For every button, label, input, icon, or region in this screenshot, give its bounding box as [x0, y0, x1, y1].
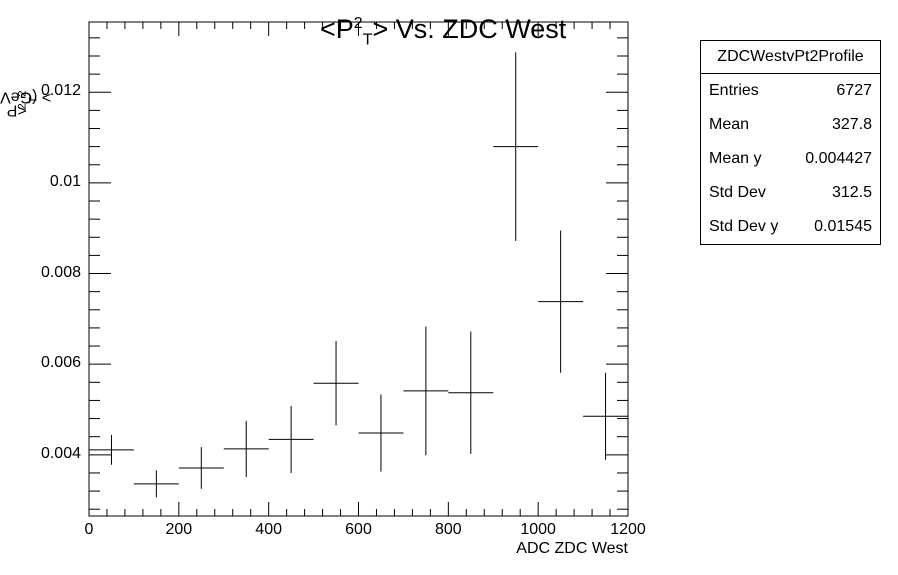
x-tick-label: 0 — [84, 521, 94, 538]
x-tick-label: 400 — [255, 521, 282, 538]
data-point — [583, 372, 628, 460]
y-tick-label: 0.012 — [40, 82, 81, 100]
stats-row-std-dev: Std Dev 312.5 — [709, 184, 872, 201]
axis-ticks — [88, 22, 629, 516]
y-tick-label: 0.006 — [40, 354, 81, 372]
stats-row-mean-y: Mean y 0.004427 — [709, 150, 872, 167]
data-point — [448, 331, 494, 454]
x-tick-label: 1000 — [520, 521, 556, 538]
x-tick-label: 1200 — [610, 521, 646, 538]
x-tick-label: 600 — [345, 521, 372, 538]
stats-box: ZDCWestvPt2Profile Entries 6727 Mean 327.8… — [700, 40, 881, 245]
data-point — [313, 341, 359, 426]
data-point — [223, 420, 269, 478]
data-point — [178, 447, 224, 489]
data-point — [358, 394, 404, 472]
y-tick-label: 0.008 — [40, 263, 81, 281]
data-point — [403, 326, 449, 456]
stats-row-entries: Entries 6727 — [709, 82, 872, 99]
x-tick-label: 800 — [434, 521, 462, 538]
y-tick-label: 0.01 — [49, 172, 81, 190]
stats-row-mean: Mean 327.8 — [709, 116, 872, 133]
data-point — [268, 405, 314, 473]
x-tick-label: 200 — [165, 521, 193, 538]
data-point — [89, 434, 134, 465]
chart-title: <P2T> Vs. ZDC West — [320, 14, 567, 49]
stats-row-std-dev-y: Std Dev y 0.01545 — [709, 218, 872, 235]
data-point — [493, 52, 539, 241]
data-points — [89, 52, 628, 498]
plot-frame — [88, 21, 629, 517]
x-axis-label: ADC ZDC West — [516, 540, 628, 557]
stats-title: ZDCWestvPt2Profile — [701, 41, 880, 74]
data-point — [538, 230, 584, 373]
data-point — [133, 470, 179, 498]
y-tick-label: 0.004 — [40, 444, 81, 462]
